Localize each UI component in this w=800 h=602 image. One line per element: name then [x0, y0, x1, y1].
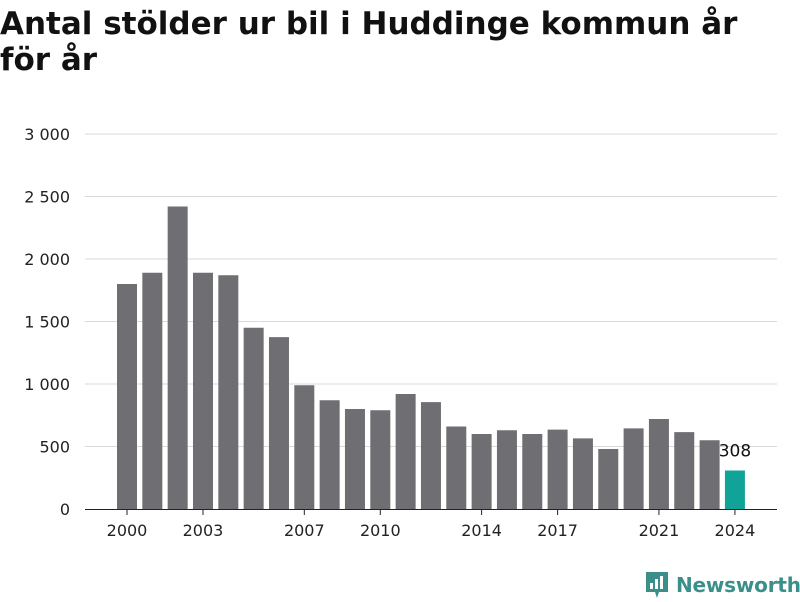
chart-title: Antal stölder ur bil i Huddinge kommun å…	[0, 6, 738, 78]
x-tick-label: 2024	[715, 521, 756, 540]
bar-2018	[572, 438, 593, 509]
bar-2023	[699, 440, 720, 509]
bar-2000	[117, 284, 137, 509]
y-tick-label: 500	[39, 438, 70, 457]
bar-2011	[395, 394, 416, 509]
bar-2009	[344, 409, 365, 509]
x-tick-label: 2000	[107, 521, 148, 540]
x-tick-label: 2021	[639, 521, 680, 540]
x-tick-label: 2010	[360, 521, 401, 540]
bar-2021	[648, 419, 669, 509]
y-tick-label: 1 500	[24, 313, 70, 332]
y-tick-label: 0	[60, 500, 70, 519]
bar-2024	[724, 470, 745, 509]
bar-2017	[547, 429, 568, 509]
bar-2002	[167, 206, 188, 509]
bar-2007	[294, 385, 315, 509]
bar-2015	[496, 430, 517, 509]
x-tick-label: 2017	[537, 521, 578, 540]
bar-2003	[192, 272, 213, 509]
x-tick-label: 2007	[284, 521, 325, 540]
x-tick-label: 2014	[461, 521, 502, 540]
bar-2006	[268, 337, 289, 509]
y-tick-label: 1 000	[24, 375, 70, 394]
data-label: 308	[719, 442, 751, 462]
bar-2013	[446, 426, 467, 509]
bar-2005	[243, 327, 264, 509]
bar-2020	[623, 428, 644, 509]
newsworthy-logo-icon	[646, 572, 668, 598]
bar-2019	[598, 449, 619, 509]
y-tick-label: 2 500	[24, 188, 70, 207]
bar-2012	[420, 402, 441, 509]
y-tick-label: 3 000	[24, 125, 70, 144]
bar-2001	[142, 272, 163, 509]
y-tick-label: 2 000	[24, 250, 70, 269]
brand-logo: Newsworthy	[644, 568, 800, 602]
bar-2004	[218, 275, 239, 509]
bar-2022	[674, 432, 695, 509]
bar-2010	[370, 410, 391, 509]
bar-2016	[522, 434, 543, 509]
brand-name: Newsworthy	[676, 573, 800, 597]
bar-2008	[319, 400, 340, 509]
x-tick-label: 2003	[183, 521, 224, 540]
bar-2014	[471, 434, 492, 509]
